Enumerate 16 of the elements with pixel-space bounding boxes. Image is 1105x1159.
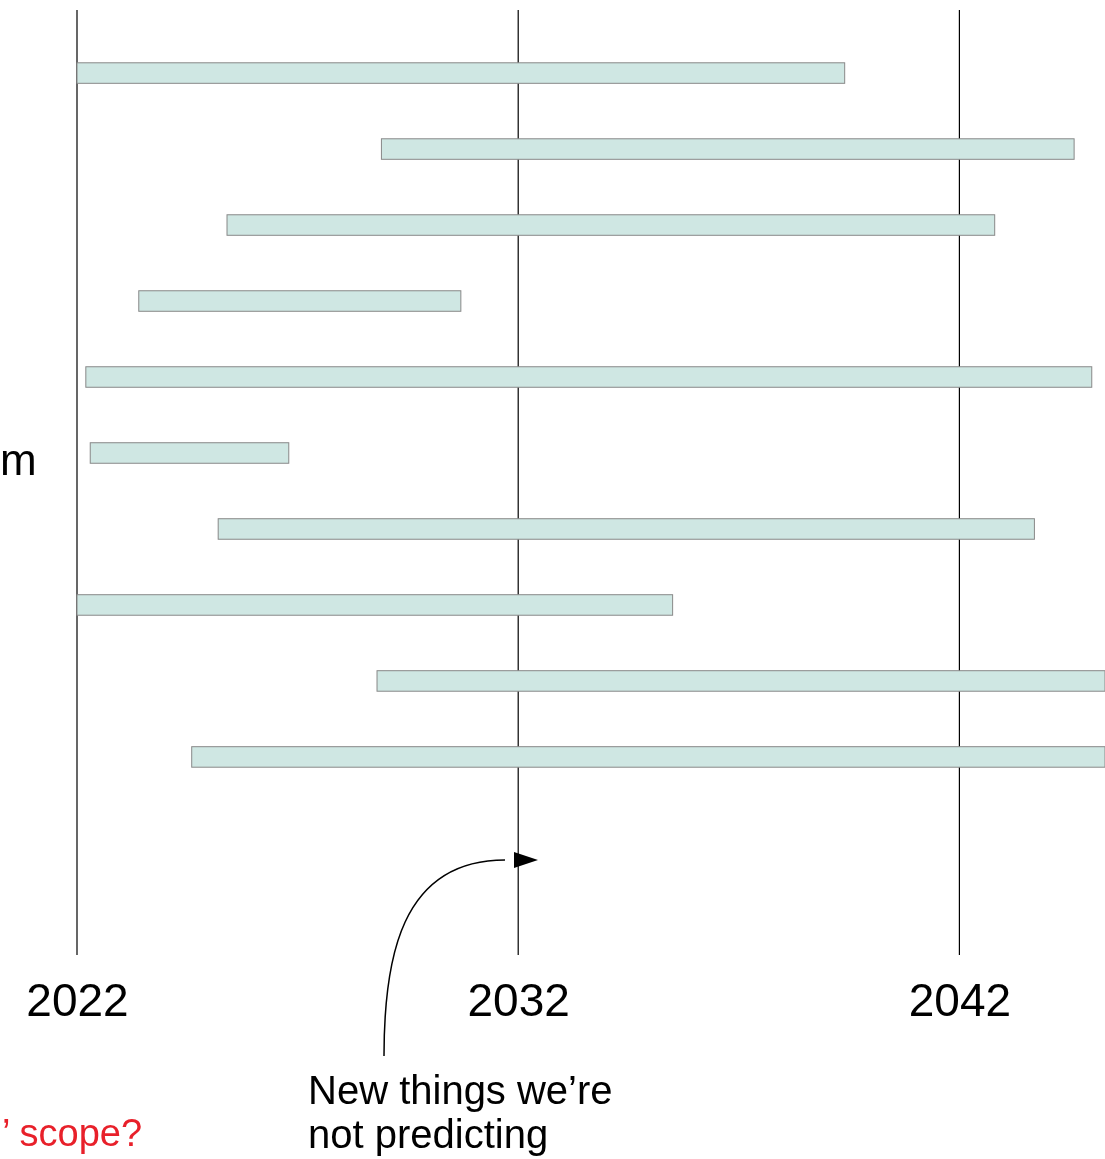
bar [191,746,1105,768]
x-tick-label: 2032 [467,973,570,1026]
x-tick-label: 2022 [26,973,129,1026]
text: New things we’re not predicting [308,1068,613,1156]
bar [89,442,290,464]
x-tick-label: 2042 [908,973,1012,1026]
bar [226,214,996,236]
bar [380,138,1075,160]
text: ’ scope? [2,1112,143,1154]
bar [76,62,846,84]
bar [85,366,1093,388]
bar [217,518,1035,540]
bar [376,670,1105,692]
text: m [0,435,37,484]
bar [76,594,674,616]
bar [138,290,462,312]
